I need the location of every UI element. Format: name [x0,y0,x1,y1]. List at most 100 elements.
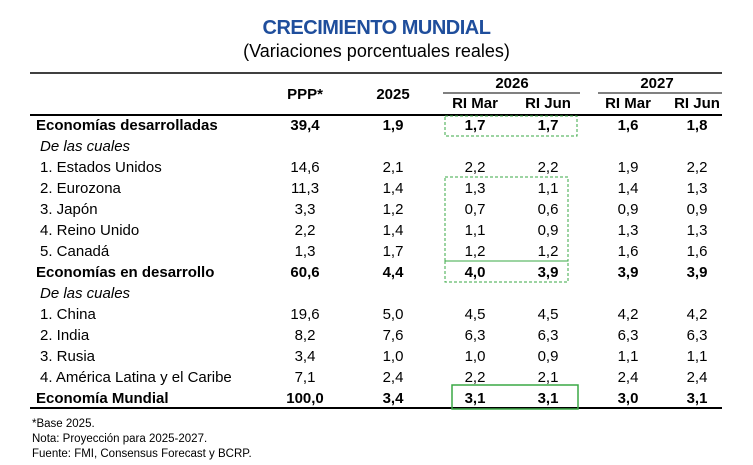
cell: 1,1 [464,222,486,239]
highlight-box [451,384,579,410]
row-label: De las cuales [40,138,131,155]
cell: 3,0 [617,390,639,407]
cell: 3,4 [382,390,404,407]
cell: 1,6 [617,243,639,260]
cell: 6,3 [464,327,486,344]
cell: 4,0 [464,264,486,281]
cell: 0,9 [617,201,639,218]
cell: 1,7 [464,117,486,134]
row-label: 4. América Latina y el Caribe [40,369,232,386]
cell: 1,3 [686,180,708,197]
cell: 19,6 [290,306,320,323]
cell: 60,6 [290,264,320,281]
cell: 8,2 [294,327,316,344]
group-header: 2027 [640,75,674,92]
cell: 2,4 [617,369,639,386]
cell: 1,7 [537,117,559,134]
cell: 14,6 [290,159,320,176]
cell: 1,0 [464,348,486,365]
note: *Base 2025. [32,418,95,430]
row-label: 5. Canadá [40,243,110,260]
cell: 11,3 [290,180,320,197]
highlight-box [444,115,578,137]
cell: 3,9 [686,264,708,281]
cell: 0,6 [537,201,559,218]
cell: 1,3 [294,243,316,260]
highlight-box [444,260,569,283]
cell: 1,0 [382,348,404,365]
cell: 5,0 [382,306,404,323]
cell: 1,3 [686,222,708,239]
cell: 1,1 [686,348,708,365]
cell: 100,0 [286,390,324,407]
highlight-box [444,176,569,262]
cell: 39,4 [290,117,320,134]
cell: 6,3 [686,327,708,344]
cell: 3,1 [686,390,708,407]
row-label: Economía Mundial [36,390,169,407]
cell: 2,1 [537,369,559,386]
column-header: PPP* [287,86,323,103]
cell: 4,2 [617,306,639,323]
cell: 1,1 [537,180,559,197]
cell: 4,5 [464,306,486,323]
subtitle: (Variaciones porcentuales reales) [243,41,510,61]
row-label: 2. Eurozona [40,180,121,197]
row-label: 3. Japón [40,201,98,218]
column-header: RI Mar [452,95,498,112]
cell: 7,6 [382,327,404,344]
cell: 2,2 [294,222,316,239]
cell: 2,2 [537,159,559,176]
cell: 1,7 [382,243,404,260]
cell: 2,2 [464,369,486,386]
row-label: 1. China [40,306,96,323]
cell: 1,3 [617,222,639,239]
cell: 4,5 [537,306,559,323]
cell: 2,4 [686,369,708,386]
cell: 1,4 [382,222,404,239]
cell: 2,2 [464,159,486,176]
cell: 6,3 [617,327,639,344]
cell: 1,2 [382,201,404,218]
group-header: 2026 [495,75,529,92]
cell: 2,4 [382,369,404,386]
cell: 1,2 [464,243,486,260]
cell: 1,4 [617,180,639,197]
cell: 0,9 [686,201,708,218]
row-label: 3. Rusia [40,348,96,365]
title: CRECIMIENTO MUNDIAL [262,17,491,39]
cell: 0,9 [537,348,559,365]
cell: 1,9 [617,159,639,176]
column-header: 2025 [376,86,410,103]
row-label: 2. India [40,327,90,344]
cell: 3,1 [464,390,486,407]
cell: 3,9 [537,264,559,281]
cell: 4,2 [686,306,708,323]
cell: 4,4 [382,264,404,281]
cell: 1,8 [686,117,708,134]
column-header: RI Jun [525,95,571,112]
column-header: RI Jun [674,95,720,112]
note: Nota: Proyección para 2025-2027. [32,433,208,445]
cell: 0,7 [464,201,486,218]
row-label: Economías en desarrollo [36,264,215,281]
row-label: 1. Estados Unidos [40,159,162,176]
cell: 1,6 [686,243,708,260]
cell: 1,3 [464,180,486,197]
cell: 1,2 [537,243,559,260]
cell: 3,1 [537,390,559,407]
cell: 3,9 [617,264,639,281]
cell: 1,6 [617,117,639,134]
column-header: RI Mar [605,95,651,112]
cell: 2,2 [686,159,708,176]
cell: 3,3 [294,201,316,218]
cell: 7,1 [294,369,316,386]
cell: 2,1 [382,159,404,176]
cell: 1,1 [617,348,639,365]
cell: 1,9 [382,117,404,134]
cell: 6,3 [537,327,559,344]
cell: 0,9 [537,222,559,239]
cell: 3,4 [294,348,316,365]
